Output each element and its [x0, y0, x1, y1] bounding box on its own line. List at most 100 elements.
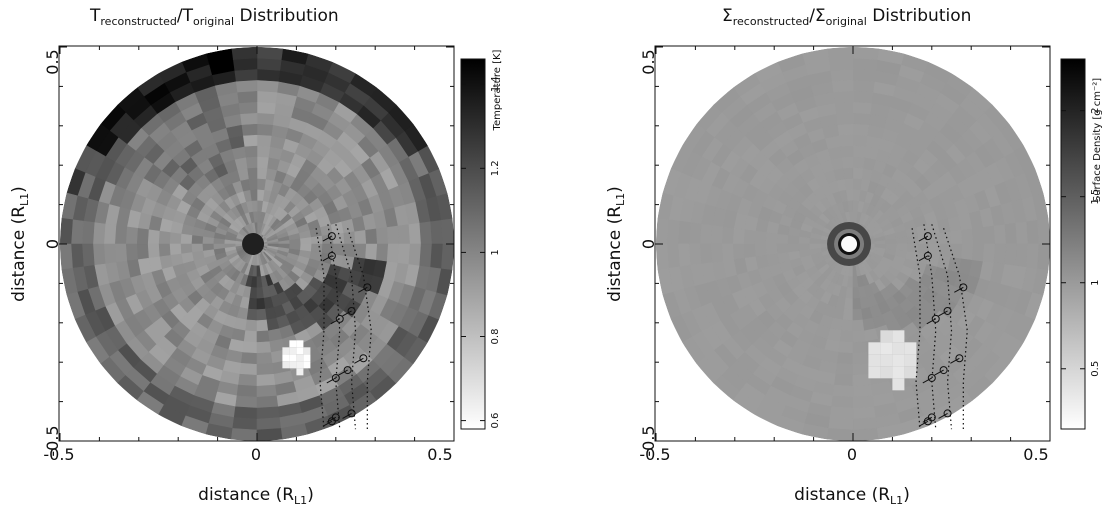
heatmap-cell	[256, 47, 284, 60]
heatmap-cell	[852, 428, 880, 441]
heatmap-cell	[1015, 220, 1029, 245]
heatmap-cell	[256, 156, 269, 169]
heatmap-cell	[242, 134, 258, 147]
heatmap-cell	[248, 297, 258, 310]
x-axis-label: distance (RL1)	[198, 485, 314, 507]
heatmap-cell	[835, 363, 854, 376]
heatmap-cell	[845, 287, 854, 300]
marker	[338, 366, 352, 376]
patch-cell	[904, 342, 917, 355]
marker	[918, 251, 932, 262]
marker	[322, 417, 336, 427]
heatmap-cell	[836, 352, 854, 365]
heatmap-cell	[376, 243, 389, 262]
heatmap-cell	[826, 47, 854, 60]
heatmap-cell	[230, 47, 258, 60]
colorbar-tick-label: 0.8	[490, 329, 501, 345]
patch-cell	[892, 378, 905, 391]
patch-cell	[296, 340, 304, 348]
marker	[926, 314, 940, 325]
heatmap-cell	[70, 219, 84, 245]
panel-temperature: Treconstructed/Toriginal Distribution -0…	[9, 6, 503, 507]
heatmap-cell	[235, 79, 258, 93]
patch-cell	[296, 347, 304, 355]
marker	[342, 409, 356, 419]
heatmap-cell	[832, 90, 854, 104]
heatmap-cell	[233, 406, 258, 420]
heatmap-cell	[765, 243, 778, 256]
marker	[918, 417, 932, 427]
heatmap-cell	[841, 319, 854, 332]
heatmap-cell	[408, 222, 422, 245]
heatmap-cell	[993, 243, 1007, 265]
heatmap-cell	[839, 145, 854, 158]
feature-core-hole	[841, 236, 858, 252]
heatmap-cell	[180, 233, 193, 245]
heatmap-cell	[797, 236, 810, 245]
patch-cell	[880, 342, 893, 355]
heatmap-cell	[950, 243, 963, 259]
heatmap-cell	[232, 57, 258, 71]
heatmap-cell	[419, 243, 433, 268]
colorbar-tick-label: 1	[1090, 280, 1101, 286]
heatmap-cell	[852, 319, 865, 332]
heatmap-cell	[852, 352, 870, 365]
heatmap-cell	[699, 243, 713, 265]
heatmap-cell	[256, 145, 271, 158]
marker	[934, 366, 948, 376]
heatmap-cell	[256, 373, 276, 387]
heatmap-cell	[982, 243, 996, 263]
heatmap-cell	[125, 243, 138, 262]
patch-cell	[868, 354, 881, 367]
y-axis-label: distance (RL1)	[9, 186, 31, 302]
heatmap-cell	[246, 308, 258, 321]
heatmap-cell	[982, 225, 996, 245]
patch-cell	[880, 354, 893, 367]
heatmap-cell	[852, 90, 874, 104]
heatmap-cell	[1026, 243, 1040, 269]
x-tick-label: -0.5	[43, 445, 74, 464]
heatmap-cell	[136, 227, 149, 245]
heatmap-cell	[158, 230, 171, 245]
heatmap-cell	[256, 395, 279, 409]
heatmap-cell	[1004, 222, 1018, 245]
heatmap-cell	[710, 225, 724, 245]
heatmap-cell	[256, 123, 274, 136]
colorbar: 0.5 1 1.5 2 Surface Density [g cm⁻²]	[1060, 58, 1103, 430]
heatmap-cell	[240, 352, 258, 365]
heatmap-cell	[256, 90, 278, 104]
heatmap-cell	[245, 319, 258, 332]
heatmap-cell	[972, 226, 985, 245]
heatmap-cell	[386, 243, 400, 263]
heatmap-cell	[666, 243, 680, 269]
panel-title: Σreconstructed/Σoriginal Distribution	[722, 6, 971, 28]
patch-cell	[868, 366, 881, 379]
heatmap-cell	[852, 145, 867, 158]
heatmap-cell	[852, 188, 861, 201]
heatmap-cell	[300, 243, 313, 252]
panel-surface-density: Σreconstructed/Σoriginal Distribution -0…	[605, 6, 1103, 507]
heatmap-cell	[158, 243, 171, 258]
heatmap-cell	[1026, 219, 1040, 245]
heatmap-cell	[721, 243, 734, 262]
heatmap-cell	[239, 112, 258, 125]
heatmap-cell	[243, 330, 258, 343]
heatmap-cell	[419, 220, 433, 245]
x-tick-label: 0	[251, 445, 261, 464]
heatmap-cell	[256, 112, 275, 125]
heatmap-cell	[839, 330, 854, 343]
heatmap-cell	[754, 243, 767, 258]
heatmap-cell	[787, 235, 800, 245]
y-axis-label: distance (RL1)	[605, 186, 627, 302]
heatmap-cell	[256, 167, 268, 180]
patch-cell	[289, 361, 297, 369]
heatmap-cell	[256, 57, 282, 71]
heatmap-cell	[829, 406, 854, 420]
heatmap-cell	[896, 243, 909, 252]
marker	[330, 314, 344, 325]
heatmap-cell	[852, 57, 878, 71]
heatmap-cell	[60, 217, 73, 245]
heatmap-cell	[147, 243, 160, 259]
feature-bright-patch	[868, 330, 917, 391]
